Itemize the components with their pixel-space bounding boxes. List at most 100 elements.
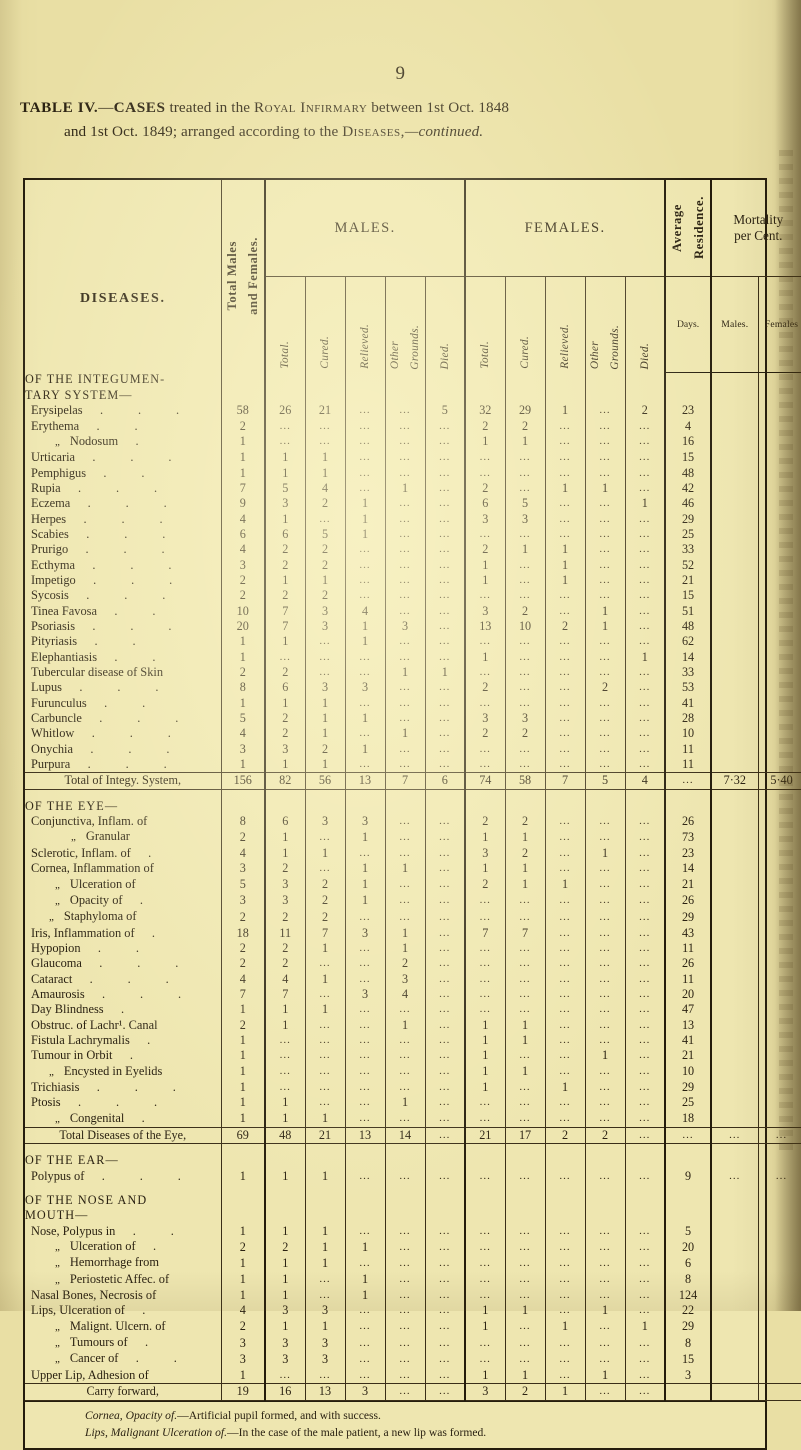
table-row: Onychia... 3 3 2 1..................... 11: [25, 741, 801, 758]
table-cell: ...: [384, 829, 426, 846]
cases-table: DISEASES. Total Males and Females. MALES.…: [25, 180, 801, 1401]
table-cell: [757, 511, 801, 527]
table-cell: 1: [544, 1079, 586, 1096]
table-cell: [710, 1153, 759, 1169]
table-cell: [424, 372, 467, 388]
table-cell: ...: [464, 909, 506, 926]
table-cell: ...: [424, 1288, 467, 1304]
table-cell: 1: [264, 465, 306, 481]
disease-name-cell: Tumour in Orbit.: [25, 1048, 222, 1064]
table-cell: ...: [464, 1335, 506, 1352]
table-cell: ...: [504, 572, 546, 589]
table-cell: ...: [464, 940, 506, 957]
table-cell: 1: [264, 1288, 306, 1304]
table-cell: ...: [624, 726, 667, 742]
table-cell: 1: [220, 1367, 266, 1384]
table-cell: ...: [504, 741, 546, 758]
table-cell: 2: [220, 909, 266, 926]
table-cell: ...: [384, 649, 426, 666]
table-row: Pityriasis.. 1 1... 1..................... 6…: [25, 634, 801, 650]
disease-name-cell: Impetigo...: [25, 572, 222, 589]
table-cell: [757, 861, 801, 877]
table-cell: [710, 1303, 759, 1319]
table-cell: ...: [424, 1318, 467, 1336]
table-cell: ...: [424, 956, 467, 972]
table-cell: 21: [664, 1048, 713, 1064]
table-cell: ...: [584, 726, 626, 742]
table-cell: 73: [664, 829, 713, 846]
table-cell: ...: [584, 814, 626, 830]
table-cell: [757, 450, 801, 466]
table-cell: 2: [504, 603, 546, 619]
table-cell: ...: [664, 772, 713, 790]
table-cell: [757, 798, 801, 815]
table-cell: [757, 1208, 801, 1224]
table-cell: ...: [544, 1110, 586, 1128]
table-cell: [757, 1032, 801, 1049]
table-cell: [757, 1271, 801, 1289]
table-cell: ...: [424, 542, 467, 558]
table-cell: 1: [504, 433, 546, 451]
table-row: „ Opacity of. 3 3 2 1..................... 26: [25, 892, 801, 910]
table-cell: 3: [264, 1351, 306, 1368]
table-cell: [664, 387, 713, 404]
table-cell: 2: [220, 940, 266, 957]
table-cell: 1: [304, 711, 346, 727]
table-cell: ...: [344, 1095, 386, 1111]
table-cell: ...: [544, 526, 586, 543]
table-cell: ...: [304, 829, 346, 846]
table-cell: [710, 572, 759, 589]
table-cell: 9: [220, 496, 266, 512]
table-cell: ...: [544, 695, 586, 712]
table-cell: 13: [344, 1126, 386, 1145]
table-cell: 1: [384, 1095, 426, 1111]
table-cell: 1: [220, 695, 266, 712]
table-cell: 5: [304, 526, 346, 543]
table-cell: 1: [344, 861, 386, 877]
table-cell: 1: [624, 649, 667, 666]
header-mortality-line2: per Cent.: [734, 228, 783, 243]
table-cell: ...: [584, 1095, 626, 1111]
table-cell: 1: [384, 861, 426, 877]
table-cell: 1: [220, 1255, 266, 1272]
table-cell: 26: [664, 814, 713, 830]
table-cell: 1: [384, 925, 426, 941]
table-cell: 1: [544, 572, 586, 589]
table-cell: ...: [384, 403, 426, 419]
table-cell: [710, 909, 759, 926]
table-cell: ...: [384, 496, 426, 512]
table-cell: [710, 496, 759, 512]
table-cell: ...: [304, 1095, 346, 1111]
table-cell: [710, 403, 759, 419]
header-females-grounds-label: Grounds.: [608, 324, 621, 370]
table-cell: 2: [304, 741, 346, 758]
table-cell: 4: [220, 1303, 266, 1319]
table-cell: ...: [384, 1335, 426, 1352]
table-cell: ...: [304, 1367, 346, 1384]
table-cell: ...: [584, 940, 626, 957]
table-cell: 3: [464, 511, 506, 527]
disease-name-cell: Amaurosis...: [25, 986, 222, 1003]
table-cell: [757, 1255, 801, 1272]
table-cell: ...: [344, 1255, 386, 1272]
disease-name-cell: Upper Lip, Adhesion of: [25, 1367, 222, 1384]
table-cell: ...: [464, 1271, 506, 1289]
table-cell: [220, 1208, 266, 1224]
table-cell: ...: [624, 909, 667, 926]
table-cell: ...: [304, 665, 346, 681]
header-diseases-label: DISEASES.: [79, 291, 166, 306]
table-cell: ...: [624, 603, 667, 619]
header-mortality-males-label: Males.: [710, 276, 759, 373]
table-cell: ...: [424, 1048, 467, 1064]
table-cell: ...: [710, 1126, 759, 1145]
header-females-cured-label: Cured.: [519, 336, 532, 369]
table-cell: [344, 387, 386, 404]
table-cell: ...: [424, 1017, 467, 1033]
table-cell: ...: [544, 1095, 586, 1111]
caption-line2-start: and 1st Oct. 1849; arranged according to…: [64, 123, 343, 140]
table-cell: 1: [344, 711, 386, 727]
table-cell: ...: [264, 649, 306, 666]
table-cell: [757, 526, 801, 543]
disease-name-cell: Carbuncle...: [25, 711, 222, 727]
table-cell: ...: [544, 845, 586, 862]
